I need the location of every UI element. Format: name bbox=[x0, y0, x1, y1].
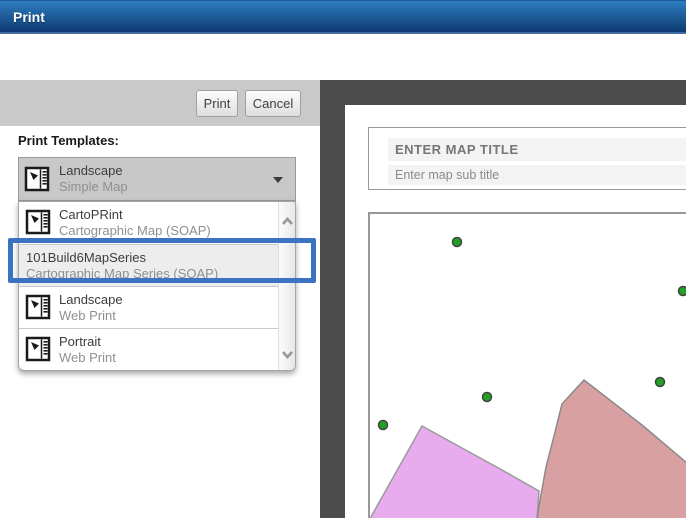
map-subtitle-input[interactable]: Enter map sub title bbox=[388, 165, 686, 185]
template-dropdown[interactable]: Landscape Simple Map bbox=[18, 157, 296, 201]
map-preview-frame: WELLESLEY WOOLWICH bbox=[368, 212, 686, 518]
map-template-icon bbox=[25, 209, 51, 235]
template-option-type: Web Print bbox=[59, 350, 116, 365]
template-option-101build6mapseries[interactable]: 101Build6MapSeries Cartographic Map Seri… bbox=[19, 244, 295, 286]
template-option-name: Portrait bbox=[59, 334, 101, 349]
template-option-portrait-webprint[interactable]: Portrait Web Print bbox=[19, 328, 295, 370]
green-point-marker bbox=[377, 419, 389, 431]
print-templates-label: Print Templates: bbox=[18, 133, 119, 148]
map-title-input[interactable]: ENTER MAP TITLE bbox=[388, 138, 686, 161]
print-button[interactable]: Print bbox=[196, 90, 238, 117]
print-preview-page: ENTER MAP TITLE Enter map sub title bbox=[345, 105, 686, 518]
selected-template-type: Simple Map bbox=[59, 179, 128, 194]
region-polygon-woolwich bbox=[536, 378, 686, 518]
template-option-cartoprint[interactable]: CartoPRint Cartographic Map (SOAP) bbox=[19, 202, 295, 244]
template-option-landscape-webprint[interactable]: Landscape Web Print bbox=[19, 286, 295, 328]
print-options-panel: Print Cancel Print Templates: bbox=[0, 80, 320, 518]
map-preview-graphic: WELLESLEY WOOLWICH bbox=[370, 236, 686, 518]
template-option-type: Cartographic Map (SOAP) bbox=[59, 223, 211, 238]
list-scrollbar[interactable] bbox=[278, 202, 295, 370]
green-point-marker bbox=[451, 236, 463, 248]
template-options-list: CartoPRint Cartographic Map (SOAP) 101Bu… bbox=[18, 201, 296, 371]
map-title-box: ENTER MAP TITLE Enter map sub title bbox=[368, 127, 686, 190]
map-template-icon bbox=[25, 336, 51, 362]
dialog-titlebar: Print bbox=[0, 0, 686, 34]
template-option-name: 101Build6MapSeries bbox=[26, 250, 146, 265]
template-option-type: Cartographic Map Series (SOAP) bbox=[26, 266, 219, 281]
dialog-body: ENTER MAP TITLE Enter map sub title bbox=[0, 40, 686, 518]
dialog-title: Print bbox=[13, 9, 45, 25]
green-point-marker bbox=[677, 285, 686, 297]
template-option-name: Landscape bbox=[59, 292, 123, 307]
map-template-icon bbox=[25, 294, 51, 320]
chevron-down-icon bbox=[273, 177, 283, 183]
region-polygon-wellesley bbox=[370, 424, 540, 518]
button-band: Print Cancel bbox=[0, 80, 320, 126]
cancel-button[interactable]: Cancel bbox=[245, 90, 301, 117]
map-template-icon bbox=[24, 166, 50, 192]
scroll-down-icon[interactable] bbox=[281, 350, 294, 360]
template-option-name: CartoPRint bbox=[59, 207, 123, 222]
green-point-marker bbox=[481, 391, 493, 403]
template-option-type: Web Print bbox=[59, 308, 116, 323]
selected-template-name: Landscape bbox=[59, 163, 123, 178]
scroll-up-icon[interactable] bbox=[281, 216, 294, 226]
green-point-marker bbox=[654, 376, 666, 388]
